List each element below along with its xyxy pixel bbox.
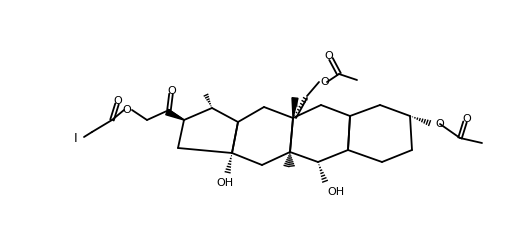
Text: H: H (291, 99, 299, 109)
Text: OH: OH (217, 178, 234, 188)
Text: OH: OH (327, 187, 344, 197)
Text: O: O (435, 119, 444, 129)
Polygon shape (292, 98, 298, 118)
Polygon shape (166, 109, 184, 120)
Text: O: O (325, 51, 333, 61)
Text: O: O (320, 77, 329, 87)
Text: O: O (114, 96, 123, 106)
Text: O: O (168, 86, 176, 96)
Text: I: I (74, 132, 78, 145)
Text: O: O (122, 105, 131, 115)
Text: O: O (463, 114, 472, 124)
